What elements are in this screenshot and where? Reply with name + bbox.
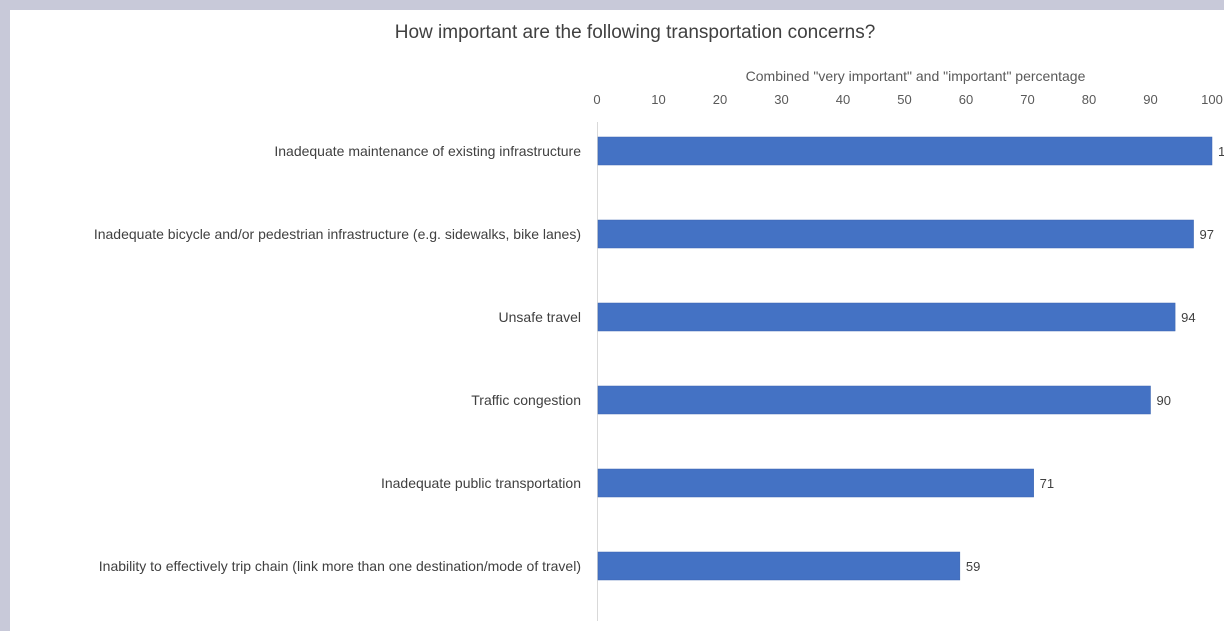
bar bbox=[597, 219, 1194, 249]
bar bbox=[597, 385, 1151, 415]
bar-chart: 0 10 20 30 40 50 60 70 80 90 100 Inadequate mainten… bbox=[94, 92, 1224, 621]
category-label: Inadequate bicycle and/or pedestrian inf… bbox=[94, 226, 581, 242]
bar bbox=[597, 468, 1034, 498]
x-axis-label: Combined "very important" and "important… bbox=[745, 68, 1086, 84]
category-label: Unsafe travel bbox=[499, 309, 581, 325]
bar bbox=[597, 136, 1213, 166]
x-tick-label: 40 bbox=[836, 92, 850, 107]
data-label: 100 bbox=[1218, 144, 1224, 159]
chart-title: How important are the following transpor… bbox=[394, 22, 876, 43]
bar bbox=[597, 302, 1176, 332]
data-label: 94 bbox=[1181, 310, 1195, 325]
x-tick-label: 50 bbox=[897, 92, 911, 107]
x-tick-label: 60 bbox=[959, 92, 973, 107]
data-label: 71 bbox=[1040, 476, 1054, 491]
chart-panel: How important are the following transpor… bbox=[10, 10, 1224, 631]
data-label: 97 bbox=[1200, 227, 1214, 242]
category-label: Inadequate maintenance of existing infra… bbox=[274, 143, 581, 159]
category-label: Traffic congestion bbox=[471, 392, 581, 408]
x-tick-label: 30 bbox=[774, 92, 788, 107]
x-tick-label: 20 bbox=[713, 92, 727, 107]
x-tick-label: 80 bbox=[1082, 92, 1096, 107]
x-tick-label: 0 bbox=[593, 92, 600, 107]
data-label: 90 bbox=[1157, 393, 1171, 408]
x-tick-label: 100 bbox=[1201, 92, 1223, 107]
x-tick-label: 10 bbox=[651, 92, 665, 107]
x-tick-label: 90 bbox=[1143, 92, 1157, 107]
x-tick-label: 70 bbox=[1020, 92, 1034, 107]
bar bbox=[597, 551, 961, 581]
category-label: Inability to effectively trip chain (lin… bbox=[99, 558, 581, 574]
data-label: 59 bbox=[966, 559, 980, 574]
category-label: Inadequate public transportation bbox=[381, 475, 581, 491]
